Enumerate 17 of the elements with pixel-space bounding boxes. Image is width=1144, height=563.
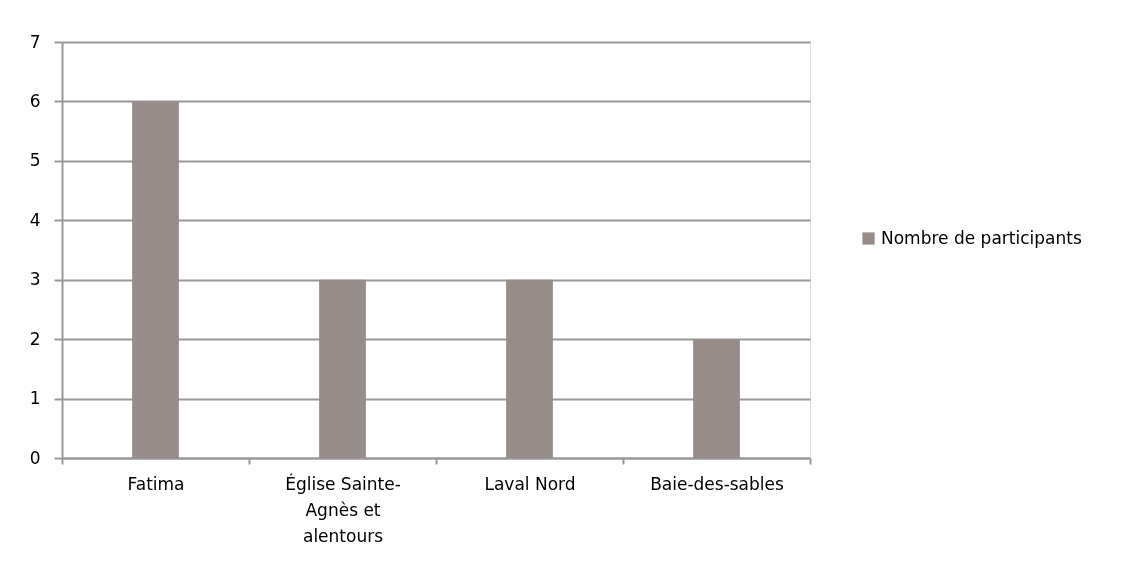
- bar: [506, 279, 553, 458]
- y-tick-label: 7: [29, 31, 41, 52]
- bar: [693, 339, 740, 458]
- bar: [132, 101, 179, 458]
- bar: [319, 279, 366, 458]
- y-tick-label: 0: [29, 447, 41, 468]
- x-tick-label: Laval Nord: [484, 473, 576, 494]
- y-tick-label: 6: [29, 90, 41, 111]
- y-tick-label: 4: [29, 209, 41, 230]
- y-tick-label: 3: [29, 269, 41, 290]
- legend-label: Nombre de participants: [881, 227, 1082, 248]
- y-tick-label: 5: [29, 150, 41, 171]
- x-tick-label: Église Sainte-Agnès et alentours: [285, 472, 401, 546]
- x-tick-label: Fatima: [127, 473, 185, 494]
- x-tick-label: Baie-des-sables: [650, 473, 785, 494]
- y-tick-label: 1: [29, 388, 41, 409]
- y-tick-label: 2: [29, 328, 41, 349]
